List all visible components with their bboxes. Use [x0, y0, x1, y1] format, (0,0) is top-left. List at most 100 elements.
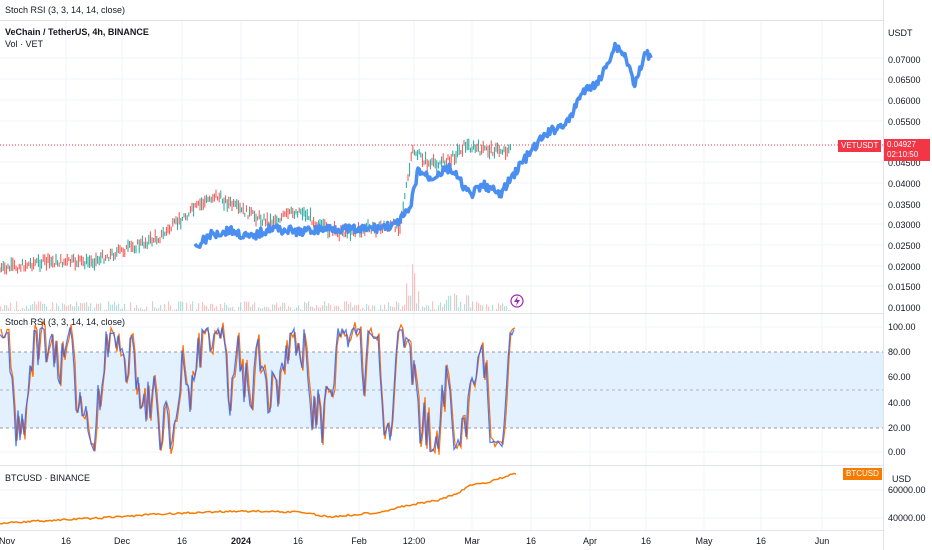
stoch-tick: 20.00: [888, 423, 911, 433]
volume-label[interactable]: Vol · VET: [5, 39, 44, 49]
volume-bar: [252, 304, 254, 311]
btc-title[interactable]: BTCUSD · BINANCE: [5, 473, 91, 483]
price-tick: 0.06000: [888, 96, 921, 106]
btc-currency[interactable]: USD: [892, 474, 912, 484]
divider-stoch[interactable]: [0, 313, 932, 314]
volume-bar: [310, 306, 312, 311]
volume-bar: [300, 309, 302, 311]
volume-bar: [192, 301, 194, 311]
volume-bar: [392, 306, 394, 311]
time-label: May: [695, 536, 713, 546]
top-indicator-label[interactable]: Stoch RSI (3, 3, 14, 14, close): [5, 5, 126, 15]
volume-bar: [280, 306, 282, 311]
volume-bar: [308, 301, 310, 311]
volume-bar: [390, 306, 392, 311]
volume-bar: [306, 303, 308, 311]
volume-bar: [398, 302, 400, 311]
volume-bar: [94, 307, 96, 311]
volume-bar: [274, 304, 276, 311]
volume-bar: [356, 305, 358, 311]
volume-bar: [460, 301, 462, 311]
lightning-circle-icon[interactable]: [510, 294, 524, 308]
volume-bar: [56, 303, 58, 311]
volume-bar: [316, 305, 318, 311]
volume-bar: [272, 304, 274, 311]
volume-bar: [216, 306, 218, 311]
price-tick: 0.06500: [888, 75, 921, 85]
volume-bar: [368, 305, 370, 311]
stoch-tick: 60.00: [888, 372, 911, 382]
volume-bar: [186, 302, 188, 311]
volume-bar: [118, 303, 120, 311]
volume-bar: [250, 306, 252, 311]
time-label: Mar: [464, 536, 480, 546]
volume-bar: [6, 305, 8, 311]
price-tick: 0.02500: [888, 241, 921, 251]
volume-bar: [52, 302, 54, 311]
volume-bar: [500, 305, 502, 311]
price-tick: 0.03500: [888, 200, 921, 210]
volume-bar: [508, 310, 510, 311]
volume-bar: [54, 309, 56, 311]
volume-bar: [268, 307, 270, 311]
price-tick: 0.07000: [888, 55, 921, 65]
price-candles: [0, 138, 511, 275]
divider-time: [0, 530, 932, 531]
volume-bar: [10, 302, 12, 311]
volume-bar: [176, 309, 178, 311]
volume-bar: [440, 302, 442, 311]
btc-tick-60000: 60000.00: [888, 485, 926, 495]
volume-bar: [388, 302, 390, 311]
currency-label[interactable]: USDT: [888, 28, 913, 38]
volume-bar: [120, 309, 122, 311]
volume-bar: [158, 308, 160, 311]
volume-bar: [344, 301, 346, 311]
volume-bar: [8, 308, 10, 311]
volume-bar: [482, 305, 484, 311]
volume-bar: [486, 304, 488, 311]
volume-bar: [242, 310, 244, 311]
volume-bar: [124, 304, 126, 311]
volume-bar: [160, 304, 162, 311]
symbol-title[interactable]: VeChain / TetherUS, 4h, BINANCE: [5, 27, 149, 37]
volume-bar: [58, 306, 60, 311]
volume-bar: [48, 310, 50, 311]
time-label: 16: [525, 536, 537, 546]
volume-bar: [292, 310, 294, 311]
volume-bar: [298, 305, 300, 311]
volume-bar: [92, 310, 94, 311]
price-axis[interactable]: [883, 0, 932, 550]
volume-bar: [182, 301, 184, 311]
volume-bar: [16, 301, 18, 311]
volume-bar: [394, 307, 396, 311]
volume-bar: [96, 303, 98, 311]
volume-bar: [376, 310, 378, 311]
volume-bar: [86, 302, 88, 311]
volume-bar: [214, 307, 216, 311]
volume-bar: [64, 304, 66, 311]
stoch-title[interactable]: Stoch RSI (3, 3, 14, 14, close): [5, 317, 126, 327]
volume-bar: [188, 310, 190, 311]
volume-bar: [470, 307, 472, 311]
divider-btc[interactable]: [0, 465, 932, 466]
volume-bar: [26, 305, 28, 311]
price-tick: 0.04000: [888, 179, 921, 189]
time-label: 16: [292, 536, 304, 546]
volume-bar: [204, 305, 206, 311]
symbol-badge: VETUSDT: [838, 140, 882, 152]
volume-bar: [144, 309, 146, 311]
price-tick: 0.05500: [888, 117, 921, 127]
volume-bar: [34, 301, 36, 311]
volume-bar: [410, 295, 412, 311]
volume-bar: [254, 302, 256, 311]
volume-bar: [276, 302, 278, 311]
volume-bar: [70, 303, 72, 311]
volume-bar: [464, 304, 466, 311]
volume-bar: [142, 309, 144, 311]
volume-bar: [18, 309, 20, 311]
volume-bar: [428, 305, 430, 311]
divider-top[interactable]: [0, 20, 932, 21]
volume-bar: [244, 301, 246, 311]
volume-bar: [382, 309, 384, 311]
